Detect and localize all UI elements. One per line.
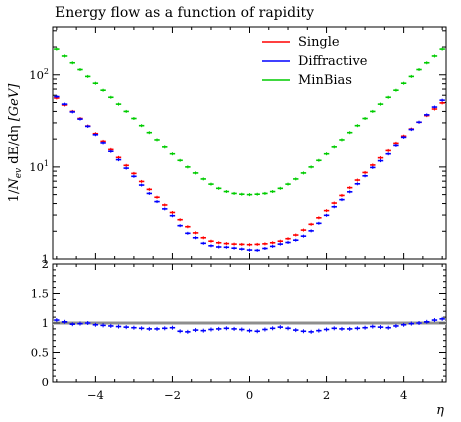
y-label-n-subscript: ev	[14, 168, 24, 178]
y-label-unit: [GeV]	[7, 83, 22, 122]
main-panel-ticks: 1 101 102	[29, 27, 446, 266]
x-axis-label: η	[436, 403, 444, 418]
ratio-y-tick-label: 1.5	[31, 287, 49, 301]
y-label-prefix: 1/	[7, 189, 22, 202]
x-tick-label: −2	[164, 388, 181, 402]
x-tick-label: 2	[323, 388, 330, 402]
y-tick-label: 1	[42, 252, 49, 266]
ratio-y-tick-label: 2	[42, 257, 49, 271]
chart-title: Energy flow as a function of rapidity	[55, 5, 314, 21]
y-tick-label: 101	[29, 159, 49, 174]
legend-label-minbias: MinBias	[298, 73, 352, 88]
x-tick-label: 4	[400, 388, 407, 402]
x-tick-label: 0	[246, 388, 253, 402]
series-minbias	[54, 47, 445, 197]
y-label-n: N	[7, 178, 22, 191]
series-single	[54, 96, 445, 247]
x-tick-label: −4	[87, 388, 104, 402]
legend-label-single: Single	[298, 35, 340, 50]
ratio-y-tick-label: 0	[42, 375, 49, 389]
ratio-reference-band	[53, 321, 446, 325]
y-label-mid: dE/dη	[7, 121, 22, 168]
ratio-y-tick-label: 0.5	[31, 346, 49, 360]
ratio-y-tick-label: 1	[42, 316, 49, 330]
ratio-panel-series	[54, 316, 445, 334]
ratio-panel-ticks: −4 −2 0 2 4 0 0.5 1 1.5 2	[31, 257, 446, 402]
legend-label-diffractive: Diffractive	[298, 54, 368, 69]
legend: Single Diffractive MinBias	[262, 35, 368, 88]
series-diffractive	[54, 95, 445, 252]
main-panel-frame	[52, 26, 447, 260]
y-axis-label: 1/Nev dE/dη [GeV]	[7, 83, 24, 203]
y-tick-label: 102	[29, 67, 49, 82]
main-panel-series	[54, 47, 445, 252]
